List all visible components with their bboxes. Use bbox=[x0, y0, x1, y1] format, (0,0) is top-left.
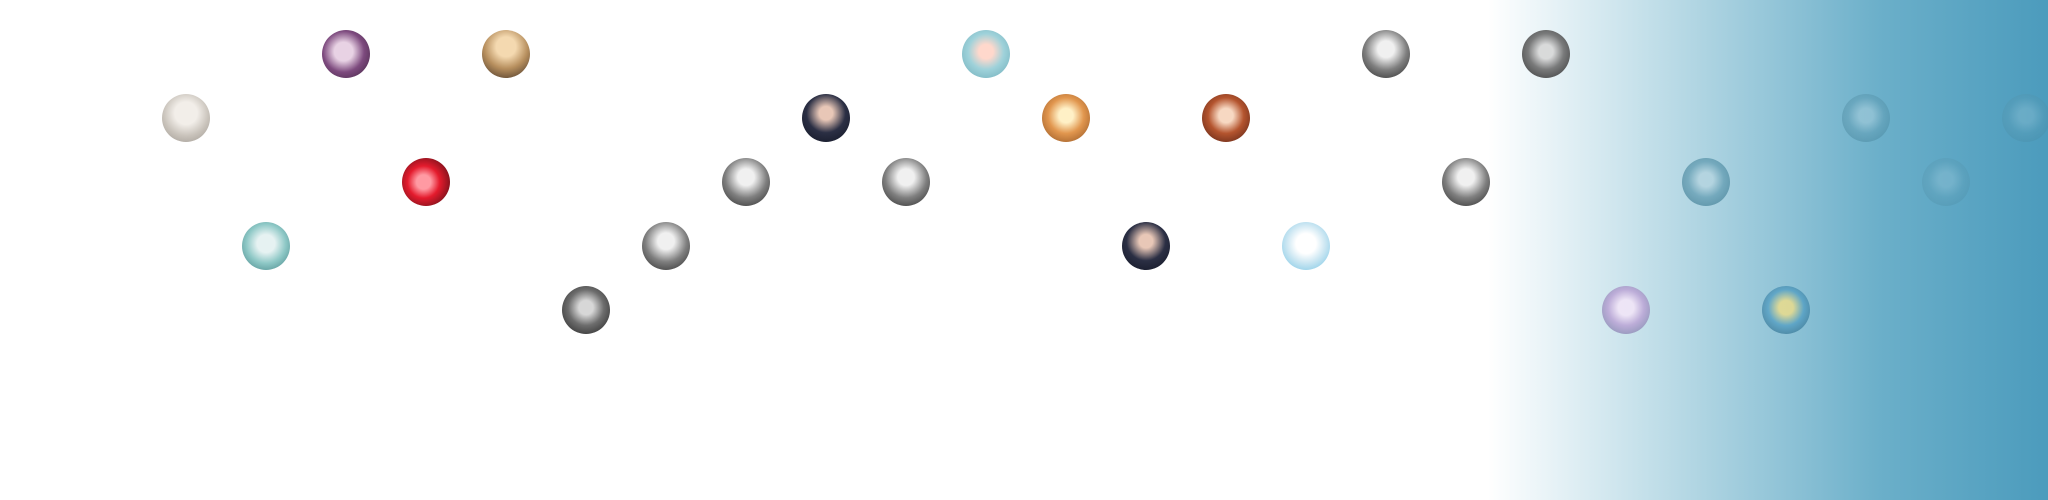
avatar[interactable] bbox=[1442, 158, 1490, 206]
avatar[interactable] bbox=[2002, 94, 2048, 142]
avatar[interactable] bbox=[1922, 158, 1970, 206]
avatar[interactable] bbox=[1762, 286, 1810, 334]
avatar[interactable] bbox=[1522, 30, 1570, 78]
avatar[interactable] bbox=[882, 158, 930, 206]
teal-gradient-overlay bbox=[1488, 0, 2048, 500]
avatar[interactable] bbox=[562, 286, 610, 334]
avatar[interactable] bbox=[1202, 94, 1250, 142]
avatar[interactable] bbox=[1122, 222, 1170, 270]
avatar[interactable] bbox=[962, 30, 1010, 78]
avatar[interactable] bbox=[1682, 158, 1730, 206]
avatar[interactable] bbox=[1282, 222, 1330, 270]
avatar[interactable] bbox=[242, 222, 290, 270]
avatar[interactable] bbox=[1362, 30, 1410, 78]
avatar[interactable] bbox=[642, 222, 690, 270]
avatar[interactable] bbox=[722, 158, 770, 206]
avatar[interactable] bbox=[1842, 94, 1890, 142]
avatar[interactable] bbox=[1042, 94, 1090, 142]
avatar[interactable] bbox=[402, 158, 450, 206]
avatar[interactable] bbox=[322, 30, 370, 78]
avatar[interactable] bbox=[1602, 286, 1650, 334]
avatar[interactable] bbox=[802, 94, 850, 142]
avatar[interactable] bbox=[162, 94, 210, 142]
avatar[interactable] bbox=[482, 30, 530, 78]
